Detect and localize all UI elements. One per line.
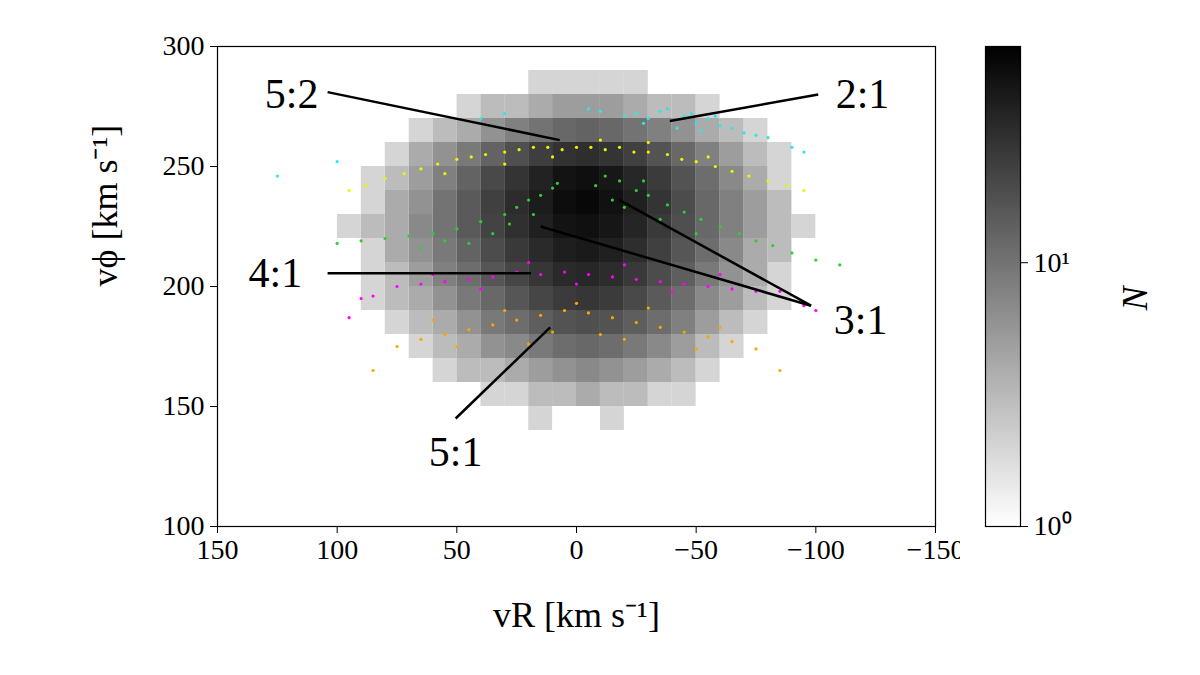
svg-text:300: 300: [163, 30, 205, 61]
svg-text:10⁰: 10⁰: [1034, 510, 1072, 541]
svg-text:−150: −150: [907, 534, 960, 565]
svg-text:N: N: [1115, 285, 1155, 312]
svg-text:2:1: 2:1: [836, 71, 890, 117]
svg-text:10¹: 10¹: [1034, 247, 1070, 278]
svg-text:150: 150: [163, 390, 205, 421]
svg-text:−50: −50: [674, 534, 718, 565]
svg-text:4:1: 4:1: [249, 250, 303, 296]
svg-text:−100: −100: [787, 534, 845, 565]
svg-text:100: 100: [316, 534, 358, 565]
svg-text:5:1: 5:1: [429, 429, 483, 475]
svg-text:vR [km s⁻¹]: vR [km s⁻¹]: [493, 595, 660, 635]
svg-text:3:1: 3:1: [834, 297, 888, 343]
svg-text:200: 200: [163, 270, 205, 301]
svg-text:0: 0: [570, 534, 584, 565]
svg-text:100: 100: [163, 510, 205, 541]
svg-text:5:2: 5:2: [265, 71, 319, 117]
svg-text:150: 150: [196, 534, 239, 566]
svg-text:vϕ [km s⁻¹]: vϕ [km s⁻¹]: [85, 125, 125, 287]
svg-text:250: 250: [163, 150, 205, 181]
svg-text:50: 50: [443, 534, 471, 565]
